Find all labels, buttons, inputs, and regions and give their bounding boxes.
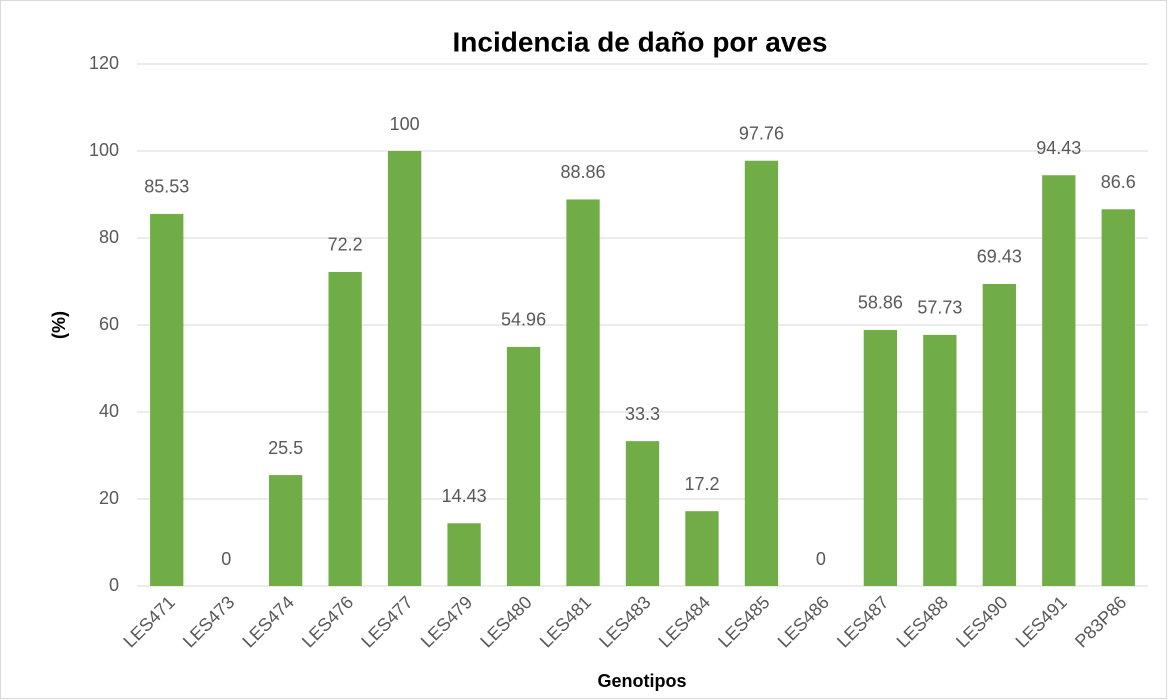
bar <box>447 523 481 586</box>
y-tick-label: 60 <box>99 314 119 334</box>
data-label: 94.43 <box>1036 138 1081 158</box>
bar <box>625 441 660 586</box>
bar <box>566 199 600 587</box>
data-label: 88.86 <box>561 162 606 182</box>
data-label: 0 <box>221 549 231 569</box>
bar <box>744 160 779 586</box>
bar <box>863 329 898 586</box>
bar <box>685 511 719 586</box>
y-tick-label: 20 <box>99 488 119 508</box>
data-label: 85.53 <box>144 177 189 197</box>
data-label: 69.43 <box>977 247 1022 267</box>
data-label: 17.2 <box>684 474 719 494</box>
bar <box>506 346 541 586</box>
bar <box>1101 209 1135 587</box>
chart-title: Incidencia de daño por aves <box>452 26 827 57</box>
data-label: 14.43 <box>442 486 487 506</box>
bar <box>387 151 422 586</box>
y-tick-label: 80 <box>99 227 119 247</box>
x-axis-label: Genotipos <box>598 671 687 691</box>
bar <box>269 475 303 586</box>
data-label: 100 <box>390 114 420 134</box>
bar <box>328 271 362 586</box>
y-tick-label: 0 <box>109 575 119 595</box>
bar <box>982 283 1016 586</box>
data-label: 33.3 <box>625 404 660 424</box>
data-label: 97.76 <box>739 123 784 143</box>
bar <box>1042 175 1076 587</box>
data-label: 86.6 <box>1101 172 1136 192</box>
data-label: 72.2 <box>328 235 363 255</box>
bar <box>150 213 184 586</box>
data-label: 0 <box>816 549 826 569</box>
y-tick-label: 40 <box>99 401 119 421</box>
data-label: 58.86 <box>858 293 903 313</box>
y-axis-label: (%) <box>49 311 69 339</box>
y-tick-label: 120 <box>89 53 119 73</box>
y-tick-label: 100 <box>89 140 119 160</box>
data-label: 57.73 <box>917 298 962 318</box>
data-label: 54.96 <box>501 310 546 330</box>
bar <box>923 334 957 586</box>
data-label: 25.5 <box>268 438 303 458</box>
